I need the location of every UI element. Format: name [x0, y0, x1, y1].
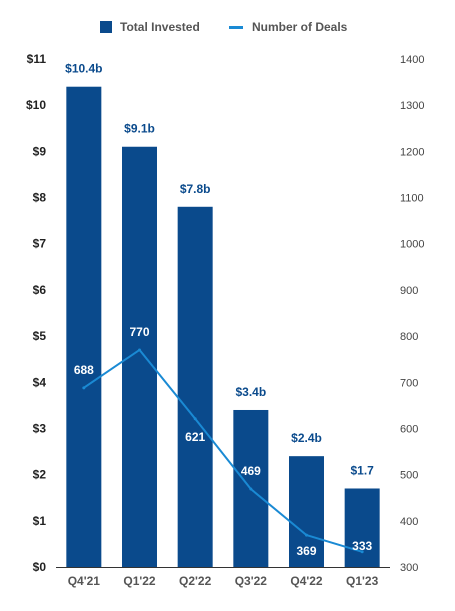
y-left-tick-label: $3	[33, 421, 47, 435]
deals-value-label: 369	[296, 544, 316, 558]
y-right-tick-label: 500	[400, 470, 418, 482]
y-right-tick-label: 1000	[400, 239, 424, 251]
y-left-tick-label: $9	[33, 144, 47, 158]
bar	[289, 456, 324, 567]
legend-label-total-invested: Total Invested	[120, 20, 200, 34]
deals-point	[305, 533, 308, 537]
x-tick-label: Q1'23	[346, 574, 379, 588]
legend-swatch-bar	[100, 21, 112, 33]
bar-value-label: $2.4b	[291, 431, 322, 445]
y-right-tick-label: 400	[400, 516, 418, 528]
legend-item-number-of-deals: Number of Deals	[229, 20, 347, 34]
bar	[344, 488, 380, 567]
y-left-tick-label: $6	[33, 283, 47, 297]
y-right-tick-label: 600	[400, 423, 418, 435]
legend-item-total-invested: Total Invested	[100, 20, 200, 34]
bar	[177, 206, 213, 568]
y-left-tick-label: $8	[33, 191, 47, 205]
bar	[66, 86, 102, 567]
deals-value-label: 688	[74, 363, 94, 377]
y-left-tick-label: $7	[33, 237, 47, 251]
legend-label-number-of-deals: Number of Deals	[252, 20, 348, 34]
y-right-tick-label: 1100	[400, 193, 424, 205]
bar-value-label: $7.8b	[180, 182, 211, 196]
y-left-tick-label: $0	[33, 560, 47, 574]
deals-value-label: 469	[241, 464, 261, 478]
legend: Total Invested Number of Deals	[0, 20, 455, 40]
y-left-tick-label: $4	[33, 375, 47, 389]
y-left-tick-label: $1	[33, 514, 47, 528]
y-left-tick-label: $11	[27, 52, 47, 66]
deals-point	[82, 386, 86, 390]
bar-value-label: $9.1b	[124, 122, 155, 136]
x-tick-label: Q4'22	[290, 574, 323, 588]
y-right-tick-label: 1200	[400, 146, 424, 158]
y-right-tick-label: 1300	[400, 100, 424, 112]
y-right-tick-label: 900	[400, 285, 418, 297]
x-tick-label: Q1'22	[123, 574, 156, 588]
y-right-tick-label: 700	[400, 377, 418, 389]
deals-line	[83, 348, 363, 553]
y-left-tick-label: $2	[33, 468, 47, 482]
bar	[122, 146, 157, 567]
x-tick-label: Q2'22	[179, 574, 212, 588]
legend-swatch-line	[229, 25, 243, 29]
deals-point	[360, 550, 364, 554]
deals-point	[249, 487, 253, 491]
deals-value-label: 770	[129, 325, 149, 339]
x-tick-label: Q4'21	[68, 574, 101, 588]
bar-value-label: $10.4b	[65, 62, 102, 76]
deals-value-label: 621	[185, 430, 205, 444]
y-right-tick-label: 800	[400, 331, 418, 343]
bar-value-label: $3.4b	[235, 385, 266, 399]
y-right-tick-label: 1400	[400, 54, 424, 66]
y-left-tick-label: $10	[26, 98, 46, 112]
deals-point	[193, 417, 197, 421]
y-right-tick-label: 300	[400, 562, 418, 574]
y-left-tick-label: $5	[33, 329, 47, 343]
deals-value-label: 333	[352, 539, 372, 553]
bar-value-label: $1.7	[350, 463, 374, 477]
deals-point	[138, 348, 141, 352]
x-tick-label: Q3'22	[235, 574, 268, 588]
